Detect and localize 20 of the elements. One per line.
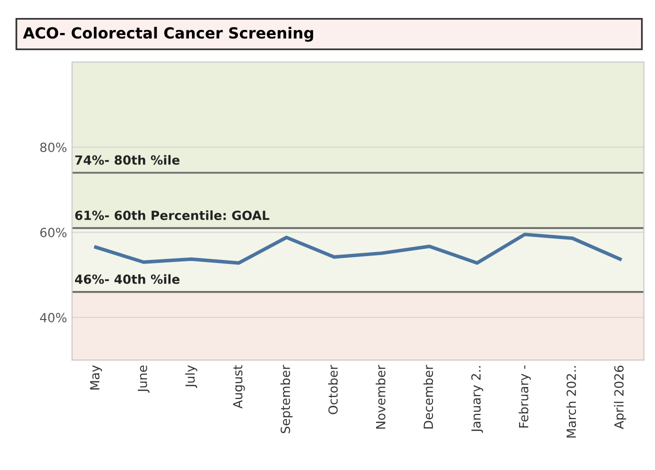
ref-line-label: 61%- 60th Percentile: GOAL xyxy=(75,210,270,220)
x-tick-label: August xyxy=(233,365,245,409)
x-tick-label: April 2026 xyxy=(614,366,626,430)
x-tick-label: February - xyxy=(518,365,531,428)
ref-line-label: 46%- 40th %ile xyxy=(74,274,180,284)
x-tick-label: July xyxy=(185,365,198,388)
line-series xyxy=(94,232,622,265)
x-tick-label: May xyxy=(90,365,102,390)
x-tick-label: March 202.. xyxy=(566,366,576,438)
x-tick-label: October xyxy=(328,364,338,414)
x-tick-label: November xyxy=(376,364,386,429)
ref-line-label: 74%- 80th %ile xyxy=(75,155,180,165)
x-tick-label: September xyxy=(280,364,293,434)
y-tick-label: 60% xyxy=(40,228,66,238)
y-tick-label: 40% xyxy=(40,312,66,322)
y-tick-label: 80% xyxy=(40,142,66,152)
x-tick-label: December xyxy=(423,364,434,428)
x-tick-label: January 2.. xyxy=(471,366,484,433)
chart-title: ACO- Colorectal Cancer Screening xyxy=(23,26,314,42)
x-tick-label: June xyxy=(138,366,150,393)
